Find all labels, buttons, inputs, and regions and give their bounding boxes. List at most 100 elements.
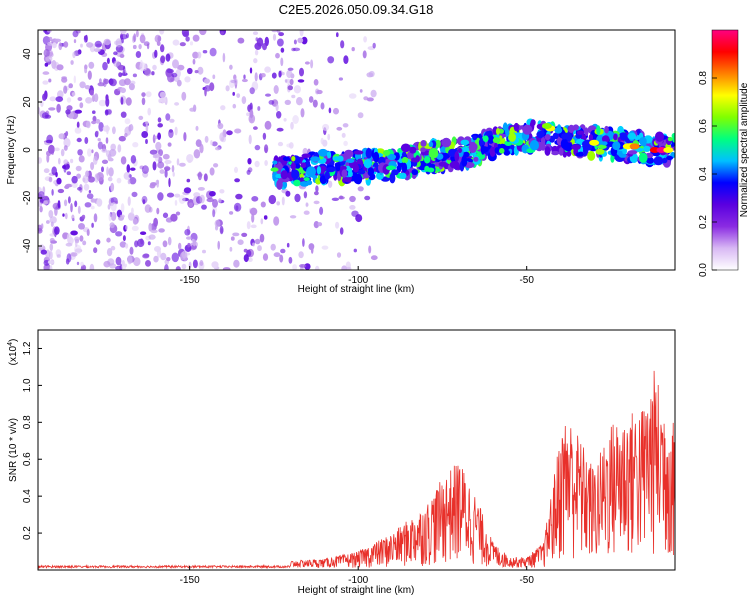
noise-speckle — [143, 41, 150, 47]
ridge-blob — [582, 140, 589, 148]
ridge-blob — [551, 150, 560, 156]
noise-speckle — [217, 122, 224, 130]
noise-speckle — [87, 70, 92, 80]
noise-speckle — [88, 190, 92, 194]
noise-speckle — [86, 42, 94, 48]
noise-speckle — [157, 117, 162, 123]
noise-speckle — [128, 83, 135, 91]
noise-speckle — [49, 216, 57, 224]
noise-speckle — [97, 141, 103, 150]
noise-speckle — [70, 252, 78, 257]
noise-speckle — [320, 137, 324, 145]
noise-speckle — [106, 248, 113, 257]
noise-speckle — [254, 144, 261, 151]
ridge-blob — [513, 122, 520, 132]
snr-x-tick-label: -50 — [519, 575, 534, 586]
noise-speckle — [192, 259, 198, 269]
noise-speckle — [278, 70, 282, 78]
noise-speckle — [310, 59, 314, 69]
noise-speckle — [124, 133, 128, 138]
noise-speckle — [149, 149, 158, 155]
noise-speckle — [209, 191, 216, 197]
noise-speckle — [56, 64, 64, 71]
noise-speckle — [73, 75, 77, 84]
noise-speckle — [109, 148, 117, 157]
noise-speckle — [338, 196, 345, 200]
noise-speckle — [129, 177, 137, 185]
ridge-blob — [401, 156, 409, 164]
noise-speckle — [193, 192, 201, 198]
noise-speckle — [226, 130, 233, 136]
noise-speckle — [210, 140, 213, 146]
noise-speckle — [336, 32, 339, 38]
noise-speckle — [71, 92, 76, 97]
noise-speckle — [91, 120, 97, 125]
noise-speckle — [164, 159, 172, 165]
heatmap-panel: -150 -100 -50 -40 -20 0 20 40 Height of straigh… — [6, 29, 676, 295]
snr-multiplier-exponent: 4 — [7, 342, 14, 346]
noise-speckle — [49, 243, 54, 252]
noise-speckle — [117, 144, 122, 153]
noise-speckle — [168, 177, 171, 188]
noise-speckle — [232, 91, 235, 96]
noise-speckle — [62, 213, 65, 217]
noise-speckle — [185, 36, 190, 42]
ridge-blob — [367, 167, 375, 177]
noise-speckle — [233, 259, 240, 268]
noise-speckle — [144, 68, 152, 77]
noise-speckle — [106, 166, 109, 176]
noise-speckle — [125, 243, 129, 249]
ridge-blob — [653, 156, 664, 166]
noise-speckle — [63, 145, 68, 151]
noise-speckle — [51, 60, 57, 69]
noise-speckle — [159, 91, 166, 98]
noise-speckle — [357, 186, 364, 192]
noise-speckle — [209, 167, 215, 176]
noise-speckle — [106, 57, 110, 64]
noise-speckle — [126, 33, 129, 39]
noise-speckle — [43, 195, 49, 200]
noise-speckle — [89, 263, 95, 270]
noise-speckle — [52, 42, 57, 49]
noise-speckle — [44, 199, 51, 205]
noise-speckle — [234, 166, 238, 173]
noise-speckle — [109, 222, 115, 229]
ridge-blob — [601, 135, 610, 143]
noise-speckle — [70, 203, 73, 213]
noise-speckle — [74, 239, 78, 247]
noise-speckle — [144, 204, 152, 213]
noise-speckle — [141, 97, 146, 106]
noise-speckle — [249, 67, 253, 74]
ridge-blob — [411, 169, 419, 176]
noise-speckle — [252, 242, 255, 247]
noise-speckle — [292, 264, 297, 270]
noise-speckle — [125, 225, 128, 231]
ridge-blob — [409, 146, 417, 154]
noise-speckle — [197, 51, 202, 59]
noise-speckle — [107, 176, 113, 182]
ridge-blob — [438, 161, 448, 167]
noise-speckle — [181, 91, 187, 101]
snr-frame — [37, 329, 676, 571]
noise-speckle — [355, 214, 363, 223]
noise-speckle — [48, 144, 55, 154]
noise-speckle — [219, 225, 224, 235]
noise-speckle — [51, 189, 54, 196]
noise-speckle — [199, 30, 207, 36]
noise-speckle — [160, 44, 165, 53]
noise-speckle — [310, 246, 314, 254]
noise-speckle — [86, 229, 90, 236]
noise-speckle — [87, 148, 92, 157]
noise-speckle — [247, 257, 253, 263]
noise-speckle — [78, 223, 85, 230]
noise-speckle — [57, 200, 61, 209]
noise-speckle — [254, 238, 261, 245]
noise-speckle — [132, 73, 137, 78]
noise-speckle — [296, 97, 303, 106]
ridge-blob — [619, 132, 627, 141]
noise-speckle — [209, 47, 217, 57]
noise-speckle — [58, 157, 61, 165]
noise-speckle — [280, 47, 285, 53]
ridge-blob — [270, 167, 279, 172]
noise-speckle — [212, 198, 218, 208]
